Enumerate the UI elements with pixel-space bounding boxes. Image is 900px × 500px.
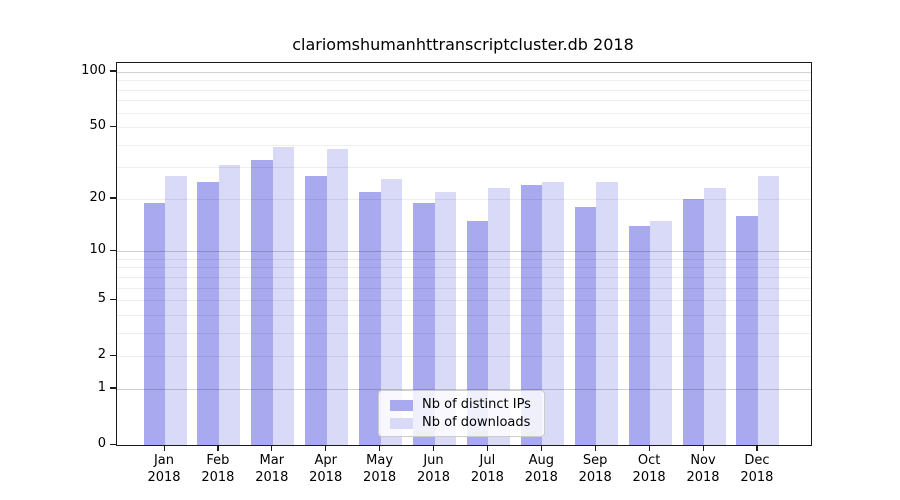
gridline-40 xyxy=(117,144,811,146)
x-tick-mark-nov xyxy=(702,445,704,451)
bar-distinct-ips-jan xyxy=(143,202,165,445)
plot-area xyxy=(116,62,812,446)
gridline-30 xyxy=(117,167,811,169)
legend-label-distinct-ips: Nb of distinct IPs xyxy=(422,397,531,412)
bar-downloads-nov xyxy=(704,188,726,445)
x-tick-label-nov: Nov 2018 xyxy=(686,453,720,485)
x-tick-mark-sep xyxy=(594,445,596,451)
bar-distinct-ips-jun xyxy=(413,202,435,445)
bar-distinct-ips-aug xyxy=(520,184,543,445)
bar-distinct-ips-apr xyxy=(305,175,327,445)
x-tick-label-apr: Apr 2018 xyxy=(309,453,343,485)
y-tick-mark-1 xyxy=(110,387,116,389)
y-tick-mark-20 xyxy=(110,197,116,199)
bar-downloads-oct xyxy=(650,220,672,445)
x-tick-mark-jul xyxy=(486,445,489,451)
gridline-80 xyxy=(117,89,811,91)
gridline-90 xyxy=(117,80,811,82)
y-tick-mark-0 xyxy=(110,443,116,445)
bar-downloads-mar xyxy=(272,146,295,445)
y-tick-label-1: 1 xyxy=(97,379,106,395)
bar-downloads-may xyxy=(380,178,403,445)
x-tick-label-feb: Feb 2018 xyxy=(201,453,235,485)
y-tick-mark-10 xyxy=(110,249,116,251)
gridline-7 xyxy=(117,276,811,278)
gridline-70 xyxy=(117,100,811,102)
y-tick-mark-5 xyxy=(110,298,116,300)
legend-entry-downloads: Nb of downloads xyxy=(390,415,533,431)
gridline-10 xyxy=(117,251,811,253)
bar-downloads-jun xyxy=(434,191,456,445)
x-tick-mark-oct xyxy=(648,445,650,451)
y-tick-mark-50 xyxy=(110,125,116,127)
y-tick-label-10: 10 xyxy=(89,242,106,258)
bar-distinct-ips-oct xyxy=(628,226,651,445)
gridline-50 xyxy=(117,127,811,129)
legend-swatch-distinct-ips xyxy=(390,399,413,411)
bar-distinct-ips-feb xyxy=(197,181,219,445)
x-tick-label-sep: Sep 2018 xyxy=(578,453,612,485)
x-tick-mark-jun xyxy=(433,445,435,451)
gridline-4 xyxy=(117,314,811,316)
y-tick-label-100: 100 xyxy=(81,62,106,78)
legend: Nb of distinct IPs Nb of downloads xyxy=(378,390,545,437)
gridline-1 xyxy=(117,388,811,390)
x-tick-label-jan: Jan 2018 xyxy=(147,453,181,485)
x-tick-label-oct: Oct 2018 xyxy=(632,453,666,485)
x-tick-mark-aug xyxy=(540,445,542,451)
gridline-2 xyxy=(117,356,811,358)
x-tick-mark-dec xyxy=(756,445,758,451)
x-tick-label-dec: Dec 2018 xyxy=(740,453,774,485)
y-tick-label-2: 2 xyxy=(97,347,106,363)
bar-downloads-jan xyxy=(165,175,187,445)
bar-distinct-ips-sep xyxy=(574,207,597,445)
legend-swatch-downloads xyxy=(390,417,413,429)
legend-label-downloads: Nb of downloads xyxy=(422,415,531,430)
x-tick-mark-mar xyxy=(271,445,273,451)
y-tick-label-5: 5 xyxy=(97,291,106,307)
x-tick-label-mar: Mar 2018 xyxy=(255,453,289,485)
legend-entry-distinct-ips: Nb of distinct IPs xyxy=(390,397,533,413)
x-tick-mark-apr xyxy=(325,445,327,451)
y-tick-mark-2 xyxy=(110,354,116,356)
bar-distinct-ips-jul xyxy=(466,220,489,445)
y-tick-label-20: 20 xyxy=(89,189,106,205)
gridline-3 xyxy=(117,332,811,334)
x-tick-mark-jan xyxy=(163,445,165,451)
bar-downloads-jul xyxy=(488,188,510,445)
bar-downloads-feb xyxy=(218,164,241,445)
bar-distinct-ips-nov xyxy=(682,198,704,445)
x-tick-label-jun: Jun 2018 xyxy=(416,453,451,485)
gridline-60 xyxy=(117,112,811,114)
x-tick-label-jul: Jul 2018 xyxy=(470,453,504,485)
bar-distinct-ips-dec xyxy=(736,216,758,445)
bar-downloads-sep xyxy=(596,181,618,445)
gridline-5 xyxy=(117,300,811,302)
bar-downloads-apr xyxy=(326,148,349,445)
bar-downloads-aug xyxy=(542,181,564,445)
x-tick-mark-feb xyxy=(217,445,219,451)
gridline-6 xyxy=(117,287,811,289)
bar-distinct-ips-mar xyxy=(251,160,273,445)
y-tick-label-0: 0 xyxy=(97,436,106,451)
gridline-100 xyxy=(117,71,811,73)
bar-distinct-ips-may xyxy=(359,191,381,445)
bar-downloads-dec xyxy=(757,175,780,445)
gridline-8 xyxy=(117,267,811,269)
gridline-9 xyxy=(117,258,811,260)
x-tick-label-aug: Aug 2018 xyxy=(524,453,558,485)
chart-title: clariomshumanhttranscriptcluster.db 2018 xyxy=(292,35,634,54)
x-tick-mark-may xyxy=(379,445,381,451)
y-tick-mark-100 xyxy=(110,70,116,72)
gridline-20 xyxy=(117,198,811,200)
x-tick-label-may: May 2018 xyxy=(363,453,397,485)
y-tick-label-50: 50 xyxy=(89,118,106,134)
